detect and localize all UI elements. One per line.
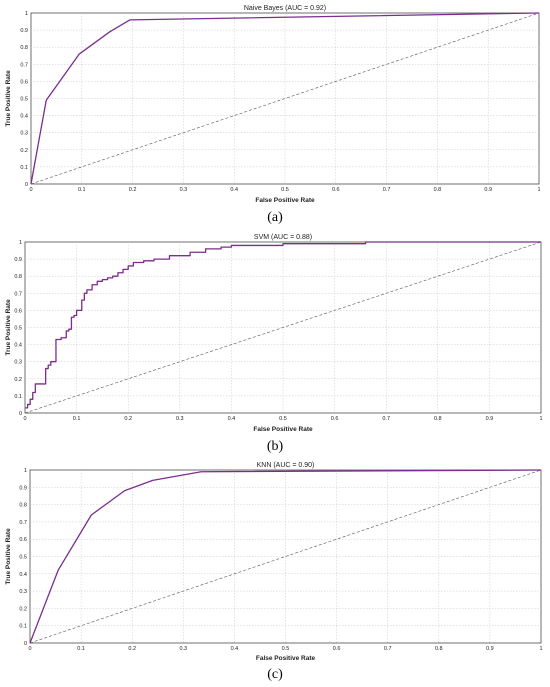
x-tick-label: 0.2 [128, 646, 136, 652]
roc-curve-line [30, 12, 540, 185]
y-tick-label: 0.1 [19, 624, 27, 630]
roc-curve-line [29, 469, 542, 644]
x-tick-label: 0.8 [434, 416, 442, 422]
y-tick-label: 0.8 [14, 274, 22, 280]
chance-diagonal-line [30, 12, 540, 185]
x-tick-label: 0.6 [331, 416, 339, 422]
x-tick-label: 0.1 [78, 187, 86, 193]
y-tick-label: 0.2 [14, 377, 22, 383]
y-tick-label: 0.6 [20, 79, 28, 85]
x-tick-label: 0.1 [73, 416, 81, 422]
y-tick-label: 0.7 [14, 291, 22, 297]
x-tick-label: 0.2 [129, 187, 137, 193]
chart-title: KNN (AUC = 0.90) [257, 462, 315, 469]
x-tick-label: 0.7 [383, 187, 391, 193]
y-axis-label: True Positive Rate [5, 70, 12, 127]
chart-panel-1: 0 0.1 0.2 0.3 0.4 0.5 0.6 0.7 0.8 0.9 1 0 0.1 0.2 0.3 0… [5, 5, 541, 225]
x-tick-label: 0.5 [281, 187, 289, 193]
y-tick-label: 0.5 [20, 97, 28, 103]
x-tick-label: 0.4 [231, 646, 239, 652]
y-tick-label: 0.3 [14, 360, 22, 366]
x-tick-label: 0.7 [382, 416, 390, 422]
y-tick-label: 0 [25, 182, 28, 188]
y-tick-label: 0.5 [19, 555, 27, 561]
y-tick-label: 0.8 [19, 503, 27, 509]
roc-curve-line [25, 241, 541, 409]
y-tick-label: 0.1 [20, 165, 28, 171]
x-tick-label: 0.6 [333, 646, 341, 652]
x-axis-label: False Positive Rate [256, 655, 316, 662]
x-tick-label: 0.4 [230, 187, 238, 193]
y-axis-label: True Positive Rate [5, 528, 12, 585]
y-tick-label: 0.3 [19, 589, 27, 595]
x-tick-label: 1 [537, 187, 540, 193]
x-tick-label: 0.6 [332, 187, 340, 193]
y-tick-label: 0.9 [20, 28, 28, 34]
x-tick-label: 0.7 [384, 646, 392, 652]
x-tick-label: 0 [28, 646, 31, 652]
x-axis-label: False Positive Rate [253, 426, 313, 433]
x-tick-label: 0 [29, 187, 32, 193]
x-tick-label: 0.4 [228, 416, 236, 422]
y-tick-label: 0 [19, 411, 22, 417]
x-tick-label: 0.8 [435, 646, 443, 652]
x-tick-label: 1 [539, 646, 542, 652]
panel-caption: (a) [267, 210, 283, 225]
y-tick-label: 0.2 [19, 606, 27, 612]
y-tick-label: 0.7 [20, 62, 28, 68]
y-tick-label: 0.4 [19, 572, 27, 578]
chart-panel-2: 0 0.1 0.2 0.3 0.4 0.5 0.6 0.7 0.8 0.9 1 0 0.1 0.2 0.3 0… [5, 234, 543, 454]
y-tick-label: 0.2 [20, 148, 28, 154]
y-tick-label: 0 [24, 641, 27, 647]
panel-caption: (c) [267, 667, 283, 682]
y-tick-label: 0.9 [14, 257, 22, 263]
x-tick-label: 0.3 [180, 187, 188, 193]
y-tick-label: 1 [19, 240, 22, 246]
panel-caption: (b) [267, 439, 284, 454]
y-tick-label: 0.6 [14, 308, 22, 314]
y-tick-label: 0.5 [14, 326, 22, 332]
y-tick-label: 0.1 [14, 394, 22, 400]
y-tick-label: 1 [24, 468, 27, 474]
y-tick-label: 0.4 [14, 343, 22, 349]
x-tick-label: 0.3 [179, 646, 187, 652]
y-tick-label: 0.3 [20, 131, 28, 137]
y-tick-label: 0.6 [19, 537, 27, 543]
x-tick-label: 0.9 [486, 416, 494, 422]
y-tick-label: 1 [25, 11, 28, 17]
x-tick-label: 0.1 [77, 646, 85, 652]
x-tick-label: 0.8 [434, 187, 442, 193]
x-tick-label: 0.9 [486, 646, 494, 652]
y-tick-label: 0.8 [20, 45, 28, 51]
x-tick-label: 0.3 [176, 416, 184, 422]
x-axis-label: False Positive Rate [255, 197, 315, 204]
x-tick-label: 0 [23, 416, 26, 422]
chart-title: Naive Bayes (AUC = 0.92) [244, 5, 326, 12]
chart-title: SVM (AUC = 0.88) [254, 234, 312, 241]
x-tick-label: 1 [539, 416, 542, 422]
x-tick-label: 0.5 [282, 646, 290, 652]
x-tick-label: 0.5 [279, 416, 287, 422]
y-tick-label: 0.9 [19, 485, 27, 491]
y-axis-label: True Positive Rate [5, 299, 12, 356]
chart-panel-3: 0 0.1 0.2 0.3 0.4 0.5 0.6 0.7 0.8 0.9 1 0 0.1 0.2 0.3 0… [5, 462, 543, 682]
y-tick-label: 0.4 [20, 114, 28, 120]
chance-diagonal-line [24, 241, 542, 414]
y-tick-label: 0.7 [19, 520, 27, 526]
x-tick-label: 0.9 [484, 187, 492, 193]
x-tick-label: 0.2 [124, 416, 132, 422]
